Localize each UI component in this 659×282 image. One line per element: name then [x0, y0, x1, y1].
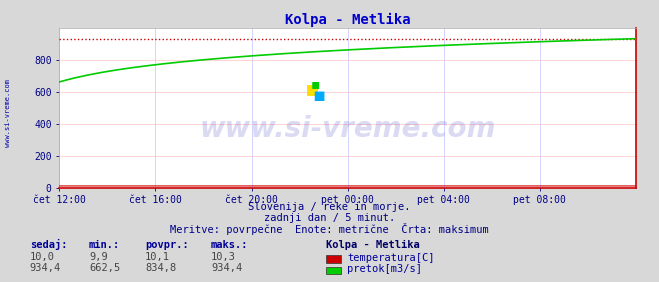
Text: ▪: ▪ — [312, 86, 326, 105]
Text: maks.:: maks.: — [211, 240, 248, 250]
Text: www.si-vreme.com: www.si-vreme.com — [200, 114, 496, 143]
Text: ▪: ▪ — [311, 77, 320, 91]
Text: temperatura[C]: temperatura[C] — [347, 253, 435, 263]
Text: 662,5: 662,5 — [89, 263, 120, 273]
Text: 934,4: 934,4 — [211, 263, 242, 273]
Title: Kolpa - Metlika: Kolpa - Metlika — [285, 13, 411, 27]
Text: 10,0: 10,0 — [30, 252, 55, 262]
Text: pretok[m3/s]: pretok[m3/s] — [347, 264, 422, 274]
Text: Meritve: povrpečne  Enote: metrične  Črta: maksimum: Meritve: povrpečne Enote: metrične Črta:… — [170, 223, 489, 235]
Text: min.:: min.: — [89, 240, 120, 250]
Text: 9,9: 9,9 — [89, 252, 107, 262]
Text: 10,1: 10,1 — [145, 252, 170, 262]
Text: povpr.:: povpr.: — [145, 240, 188, 250]
Text: 934,4: 934,4 — [30, 263, 61, 273]
Text: Slovenija / reke in morje.: Slovenija / reke in morje. — [248, 202, 411, 212]
Text: 834,8: 834,8 — [145, 263, 176, 273]
Text: www.si-vreme.com: www.si-vreme.com — [5, 79, 11, 147]
Text: zadnji dan / 5 minut.: zadnji dan / 5 minut. — [264, 213, 395, 223]
Text: ▪: ▪ — [306, 79, 320, 99]
Text: sedaj:: sedaj: — [30, 239, 67, 250]
Text: 10,3: 10,3 — [211, 252, 236, 262]
Text: Kolpa - Metlika: Kolpa - Metlika — [326, 240, 420, 250]
